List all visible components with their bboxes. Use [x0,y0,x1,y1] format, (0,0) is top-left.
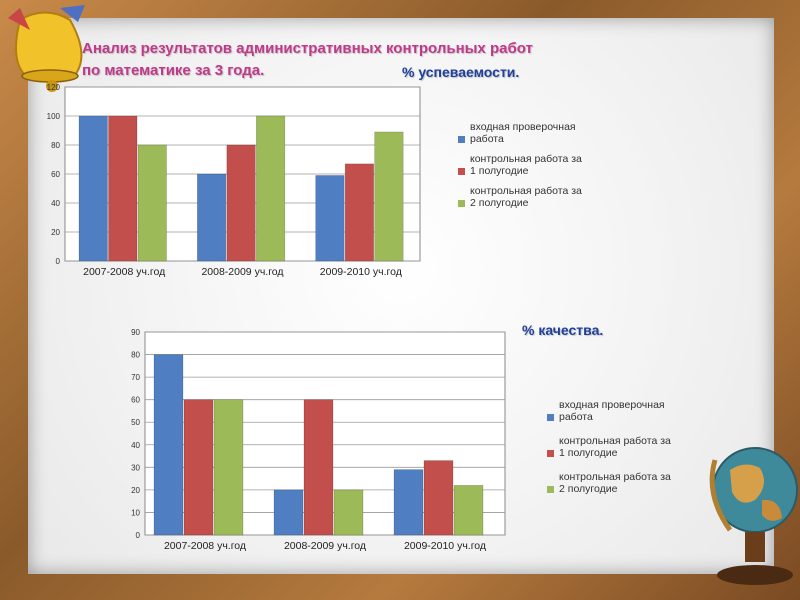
bar [183,399,214,536]
x-tick-label: 2009-2010 уч.год [320,266,402,278]
x-tick-label: 2008-2009 уч.год [201,266,283,278]
y-tick-label: 60 [131,396,140,405]
legend-label-line: 2 полугодие [559,483,618,495]
y-tick-label: 90 [131,328,140,337]
chart1-title: % успеваемости. [402,64,520,80]
y-tick-label: 120 [47,83,61,92]
page-title-line2: по математике за 3 года. [82,62,265,79]
legend-label-line: контрольная работа за [470,185,582,197]
bar [197,173,227,262]
y-tick-label: 80 [131,351,140,360]
y-tick-label: 80 [51,141,60,150]
legend-label-line: работа [470,133,504,145]
legend-label: входная проверочная работа [470,121,576,145]
legend-label: контрольная работа за 2 полугодие [559,471,671,495]
legend-swatch [458,136,465,143]
legend-swatch [458,168,465,175]
bar [153,354,184,536]
legend-swatch [547,486,554,493]
bar [315,175,345,262]
x-tick-label: 2007-2008 уч.год [164,540,246,552]
globe-icon [709,447,798,585]
bar [344,163,374,262]
bar [137,144,167,262]
bar [423,460,454,536]
y-tick-label: 40 [131,441,140,450]
legend-label-line: 2 полугодие [470,197,529,209]
legend-label: контрольная работа за 2 полугодие [470,185,582,209]
page-title-line1: Анализ результатов административных конт… [82,40,533,57]
legend-label: контрольная работа за 1 полугодие [470,153,582,177]
legend-label-line: контрольная работа за [470,153,582,165]
y-tick-label: 60 [51,170,60,179]
chart-quality-rate: 0 10 20 30 40 50 60 70 80 90 2007-2008 уч.год 2008-… [131,328,671,552]
x-tick-label: 2007-2008 уч.год [83,266,165,278]
legend-label-line: контрольная работа за [559,471,671,483]
bar [303,399,334,536]
legend-swatch [547,414,554,421]
legend-swatch [547,450,554,457]
y-tick-label: 70 [131,373,140,382]
chart2-title: % качества. [522,322,604,338]
y-tick-label: 100 [47,112,61,121]
chart-success-rate: 0 20 40 60 80 100 120 2007-2008 уч.год 2008-2009… [47,83,582,278]
y-tick-label: 40 [51,199,60,208]
legend-label-line: входная проверочная [559,399,665,411]
y-tick-label: 0 [136,531,141,540]
legend-label-line: входная проверочная [470,121,576,133]
legend-label-line: работа [559,411,593,423]
legend-swatch [458,200,465,207]
bar [374,131,404,262]
legend-label: входная проверочная работа [559,399,665,423]
bar [78,115,108,262]
bar [273,489,304,536]
y-tick-label: 0 [56,257,61,266]
bar [226,144,256,262]
legend-label: контрольная работа за 1 полугодие [559,435,671,459]
legend-label-line: 1 полугодие [470,165,529,177]
y-tick-label: 50 [131,418,140,427]
bar [256,115,286,262]
bell-icon [8,5,85,92]
bar [453,485,484,536]
x-tick-label: 2009-2010 уч.год [404,540,486,552]
bar [213,399,244,536]
bar [108,115,138,262]
x-tick-label: 2008-2009 уч.год [284,540,366,552]
bar [393,469,424,536]
legend-label-line: контрольная работа за [559,435,671,447]
bar [333,489,364,536]
y-tick-label: 20 [131,486,140,495]
legend-label-line: 1 полугодие [559,447,618,459]
y-tick-label: 10 [131,508,140,517]
y-tick-label: 30 [131,463,140,472]
y-tick-label: 20 [51,228,60,237]
